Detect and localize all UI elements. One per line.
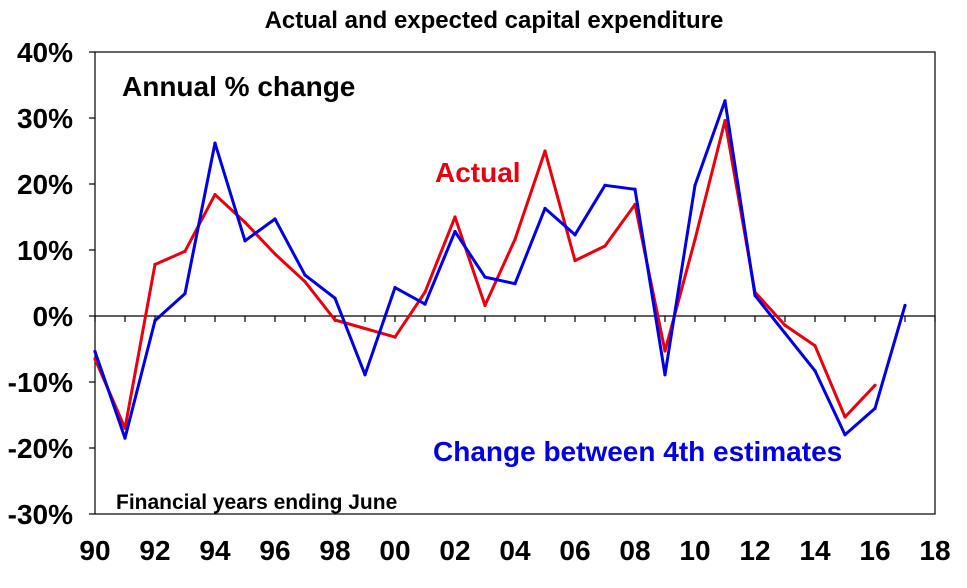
estimates-point (423, 302, 427, 306)
x-tick-label: 10 (679, 535, 710, 566)
x-tick-label: 06 (559, 535, 590, 566)
y-axis: 40% 30% 20% 10% 0% -10% -20% -30% (8, 37, 935, 530)
estimates-point (753, 293, 757, 298)
x-tick-label: 02 (439, 535, 470, 566)
actual-point (843, 415, 847, 419)
estimates-point (273, 217, 277, 221)
x-tick-label: 00 (379, 535, 410, 566)
estimates-point (483, 275, 487, 279)
actual-point (423, 290, 427, 294)
estimates-point (93, 350, 97, 354)
estimates-series-line (93, 99, 907, 440)
x-tick-label: 08 (619, 535, 650, 566)
x-tick-label: 18 (919, 535, 950, 566)
y-tick-label: -10% (8, 367, 73, 398)
estimates-point (873, 406, 877, 410)
subtitle-annotation: Annual % change (122, 71, 355, 102)
x-axis: 90 92 94 96 98 00 02 04 06 08 10 12 14 16 18 (79, 316, 951, 566)
estimates-point (573, 233, 577, 237)
estimates-point (123, 436, 127, 440)
estimates-point (783, 331, 787, 335)
estimates-point (363, 373, 367, 377)
estimates-point (453, 229, 457, 234)
estimates-point (183, 291, 187, 296)
estimates-point (303, 273, 307, 277)
actual-point (213, 192, 217, 197)
actual-point (603, 244, 607, 248)
estimates-point (813, 369, 817, 373)
x-tick-label: 92 (139, 535, 170, 566)
estimates-point (723, 99, 727, 103)
y-tick-label: 10% (17, 235, 73, 266)
y-tick-label: 40% (17, 37, 73, 68)
chart-title: Actual and expected capital expenditure (265, 7, 724, 34)
estimates-point (603, 183, 607, 187)
actual-point (273, 252, 277, 256)
footnote-annotation: Financial years ending June (116, 491, 397, 514)
estimates-point (243, 239, 247, 243)
estimates-point (153, 319, 157, 323)
x-tick-label: 90 (79, 535, 110, 566)
estimates-point (903, 303, 907, 308)
y-tick-label: 20% (17, 169, 73, 200)
estimates-point (543, 206, 547, 211)
actual-point (153, 262, 157, 267)
estimates-point (663, 373, 667, 377)
actual-point (453, 215, 457, 219)
estimates-point (693, 183, 697, 187)
actual-point (333, 318, 337, 322)
estimates-point (393, 286, 397, 290)
actual-point (543, 149, 547, 153)
actual-point (183, 249, 187, 253)
actual-point (813, 344, 817, 348)
estimates-point (513, 282, 517, 286)
actual-point (723, 119, 727, 123)
y-tick-label: 30% (17, 103, 73, 134)
x-tick-label: 16 (859, 535, 890, 566)
estimates-point (633, 187, 637, 191)
actual-point (483, 303, 487, 308)
actual-point (633, 202, 637, 207)
x-tick-label: 04 (499, 535, 531, 566)
estimates-point (213, 141, 217, 145)
actual-point (513, 237, 517, 242)
y-tick-label: 0% (33, 301, 74, 332)
x-tick-label: 96 (259, 535, 290, 566)
estimates-point (333, 296, 337, 300)
actual-point (393, 335, 397, 339)
actual-point (663, 349, 667, 353)
x-tick-label: 12 (739, 535, 770, 566)
actual-point (363, 326, 367, 331)
actual-series-label: Actual (435, 157, 521, 188)
estimates-point (843, 433, 847, 437)
actual-point (693, 237, 697, 242)
actual-point (243, 220, 247, 224)
y-tick-label: -30% (8, 499, 73, 530)
y-tick-label: -20% (8, 433, 73, 464)
actual-point (303, 280, 307, 284)
actual-point (873, 383, 877, 387)
series-layer (93, 99, 907, 440)
actual-point (573, 258, 577, 263)
x-tick-label: 98 (319, 535, 350, 566)
estimates-series-label: Change between 4th estimates (433, 436, 842, 467)
actual-point (783, 323, 787, 327)
x-tick-label: 14 (799, 535, 831, 566)
x-tick-label: 94 (199, 535, 231, 566)
